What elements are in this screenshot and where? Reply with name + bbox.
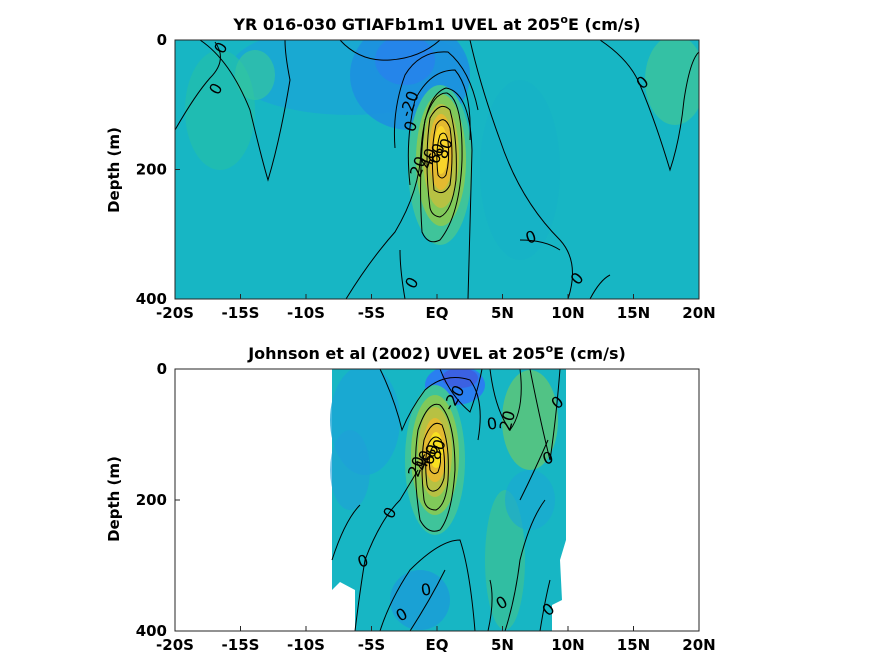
x-tick-label: 10N: [551, 304, 584, 322]
panel-1-contour: [469, 40, 573, 299]
x-tick-label: 20N: [682, 304, 715, 322]
y-tick-label: 200: [136, 491, 167, 509]
panel-2-region: [442, 369, 478, 388]
contour-label: 20: [496, 408, 520, 433]
y-tick-label: 200: [136, 161, 167, 179]
panel-2-contour: [425, 436, 446, 492]
panel-1-contour: [431, 119, 453, 194]
contour-label: 0: [419, 579, 432, 599]
panel-1-contour: [426, 105, 457, 218]
x-tick-label: 15N: [617, 304, 650, 322]
panel-1-region: [434, 126, 448, 174]
x-tick-label: -10S: [287, 636, 325, 654]
x-tick-label: 5N: [491, 636, 514, 654]
y-tick-label: 400: [136, 622, 167, 640]
x-tick-label: -5S: [358, 304, 385, 322]
panel-2-region: [502, 370, 558, 470]
panel-2-contour: [489, 369, 522, 431]
panel-2-region: [330, 430, 370, 510]
x-tick-label: -20S: [156, 304, 194, 322]
panel-1-region: [235, 50, 275, 100]
panel-1-contour: [519, 239, 561, 251]
panel-2-contour: [354, 469, 419, 631]
panel-1-region: [480, 80, 560, 260]
panel-1-contour: [399, 249, 406, 299]
panel-2-contour: [504, 499, 546, 631]
panel-1-y-axis-label: Depth (m): [105, 127, 123, 213]
y-tick-label: 0: [157, 360, 167, 378]
x-tick-label: 5N: [491, 304, 514, 322]
x-tick-label: -20S: [156, 636, 194, 654]
panel-2-contour: [421, 422, 449, 511]
panel-1-contour: [339, 40, 441, 61]
panel-1-contour: [393, 51, 479, 149]
panel-1-contour: [436, 132, 450, 179]
panel-2-region: [505, 470, 555, 530]
panel-2-region: [485, 490, 525, 630]
panel-2-contour: [409, 569, 446, 631]
panel-1-contour: [199, 40, 291, 182]
panel-1-contour: [345, 87, 473, 299]
panel-2-contour: [519, 439, 549, 501]
panel-2-contour: [539, 579, 551, 631]
panel-2-contour: [428, 445, 442, 475]
panel-2-contour: [487, 579, 493, 631]
panel-1-title: YR 016-030 GTIAFb1m1 UVEL at 205oE (cm/s…: [232, 13, 640, 34]
panel-1-contour: [420, 92, 463, 243]
x-tick-label: -10S: [287, 304, 325, 322]
y-tick-label: 0: [157, 31, 167, 49]
panel-2-contour: [379, 539, 476, 631]
panel-2-contour: [331, 504, 361, 561]
panel-2-contours: [331, 369, 561, 631]
panel-2-region: [429, 432, 443, 468]
x-tick-label: 10N: [551, 636, 584, 654]
panel-1-contour: [599, 40, 699, 172]
panel-2: Johnson et al (2002) UVEL at 205oE (cm/s…: [105, 342, 716, 654]
panel-2-contour: [439, 369, 483, 413]
x-tick-label: EQ: [426, 636, 449, 654]
panel-2-field: -20 20 0 20 40 60 80 0 0 0 0 0 0 0 0: [175, 369, 699, 631]
x-tick-label: -15S: [222, 636, 260, 654]
x-tick-label: 15N: [617, 636, 650, 654]
x-tick-label: -15S: [222, 304, 260, 322]
panel-2-title: Johnson et al (2002) UVEL at 205oE (cm/s…: [247, 342, 626, 363]
panel-2-y-axis-label: Depth (m): [105, 456, 123, 542]
contour-label: 0: [485, 413, 498, 433]
x-tick-label: EQ: [426, 304, 449, 322]
panel-1-axes: -20S -15S -10S -5S EQ 5N 10N 15N 20N 0 200 400: [136, 31, 716, 322]
panel-1-region: [375, 40, 435, 85]
panel-1: YR 016-030 GTIAFb1m1 UVEL at 205oE (cm/s…: [105, 13, 716, 322]
y-tick-label: 400: [136, 290, 167, 308]
panel-2-contour: [414, 403, 456, 532]
x-tick-label: -5S: [358, 636, 385, 654]
panel-2-region: [390, 570, 450, 630]
panel-1-region: [645, 40, 699, 125]
panel-1-contour: [175, 41, 221, 131]
panel-1-contours: [175, 40, 699, 299]
panel-1-contour: [407, 69, 471, 186]
panel-2-contour: [529, 369, 561, 461]
panel-1-contour: [589, 274, 611, 299]
x-tick-label: 20N: [682, 636, 715, 654]
panel-1-field: 0 0 -20 0 20 40 60 80 0 0 0 0: [175, 40, 699, 299]
